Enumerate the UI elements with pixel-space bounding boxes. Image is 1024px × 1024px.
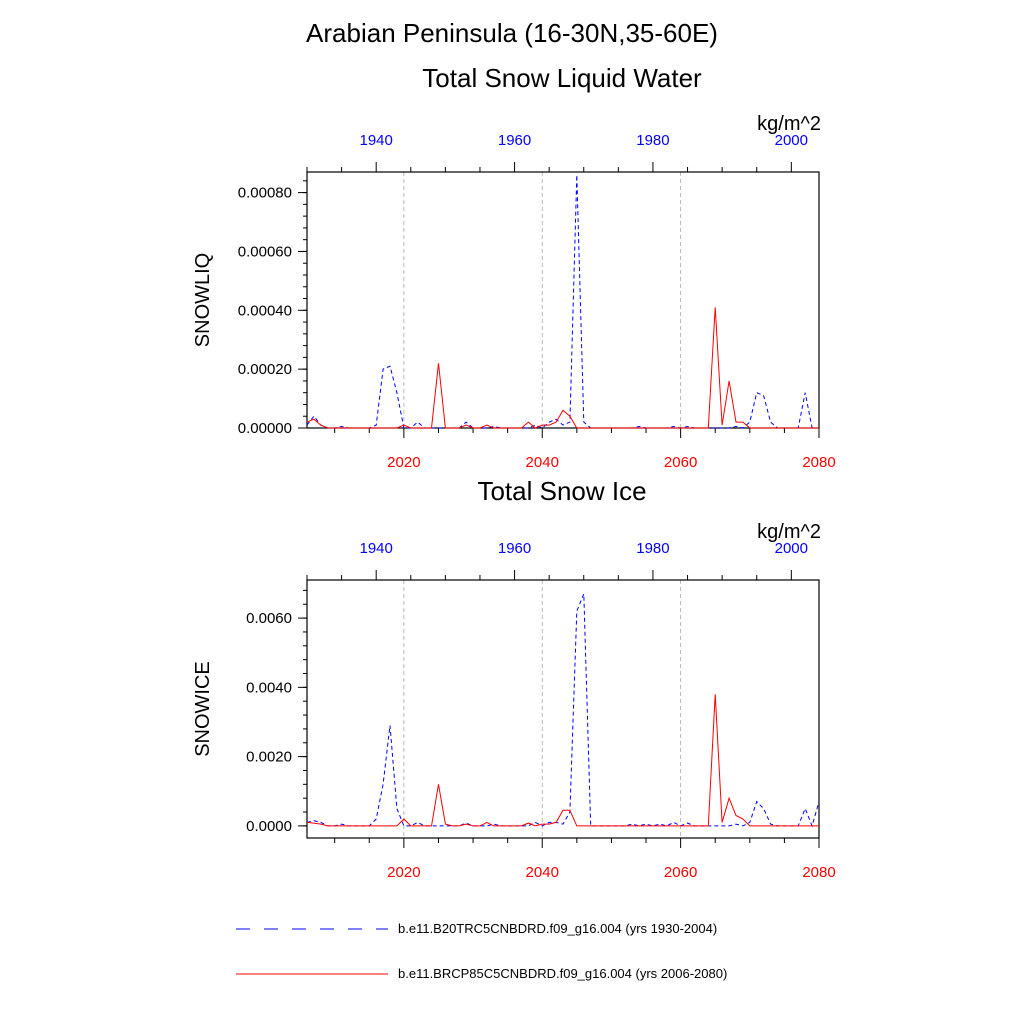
y-tick-label: 0.00040: [238, 302, 292, 319]
bottom-tick-label: 2080: [802, 454, 835, 471]
y-tick-label: 0.00060: [238, 243, 292, 260]
bottom-tick-label: 2020: [387, 454, 420, 471]
units-label: kg/m^2: [757, 113, 821, 135]
chart-title: Total Snow Liquid Water: [422, 63, 702, 93]
top-tick-label: 1960: [498, 132, 531, 149]
y-tick-label: 0.00020: [238, 361, 292, 378]
units-label: kg/m^2: [757, 521, 821, 543]
y-tick-label: 0.0000: [246, 818, 292, 835]
top-tick-label: 1960: [498, 540, 531, 557]
figure-title: Arabian Peninsula (16-30N,35-60E): [306, 18, 718, 48]
series-line-historical: [306, 593, 820, 828]
series-line-future: [306, 694, 819, 827]
top-tick-label: 2000: [775, 132, 808, 149]
bottom-tick-label: 2060: [664, 864, 697, 881]
top-tick-label: 1940: [360, 540, 393, 557]
y-tick-label: 0.0020: [246, 749, 292, 766]
snowliq-panel: Total Snow Liquid Water kg/m^2 SNOWLIQ 2020…: [192, 63, 836, 471]
legend-label-future: b.e11.BRCP85C5CNBDRD.f09_g16.004 (yrs 20…: [398, 966, 727, 981]
y-tick-label: 0.00080: [238, 185, 292, 202]
y-tick-label: 0.0040: [246, 679, 292, 696]
top-tick-label: 1980: [636, 540, 669, 557]
bottom-tick-label: 2020: [387, 864, 420, 881]
bottom-tick-label: 2040: [526, 864, 559, 881]
y-tick-label: 0.00000: [238, 420, 292, 437]
top-tick-label: 2000: [775, 540, 808, 557]
plot-frame: [306, 579, 820, 839]
legend-label-historical: b.e11.B20TRC5CNBDRD.f09_g16.004 (yrs 193…: [398, 921, 717, 936]
y-axis-label: SNOWICE: [192, 661, 214, 757]
snowice-panel: Total Snow Ice kg/m^2 SNOWICE 2020 2040 2060 2…: [192, 476, 836, 881]
plot-frame: [306, 171, 820, 429]
chart-title: Total Snow Ice: [477, 476, 646, 506]
y-axis-label: SNOWLIQ: [192, 253, 214, 347]
legend: b.e11.B20TRC5CNBDRD.f09_g16.004 (yrs 193…: [236, 921, 727, 981]
series-line-future: [306, 307, 819, 429]
bottom-tick-label: 2080: [802, 864, 835, 881]
top-tick-label: 1980: [636, 132, 669, 149]
top-tick-label: 1940: [360, 132, 393, 149]
series-line-historical: [306, 174, 819, 429]
bottom-tick-label: 2040: [526, 454, 559, 471]
bottom-tick-label: 2060: [664, 454, 697, 471]
y-tick-label: 0.0060: [246, 610, 292, 627]
